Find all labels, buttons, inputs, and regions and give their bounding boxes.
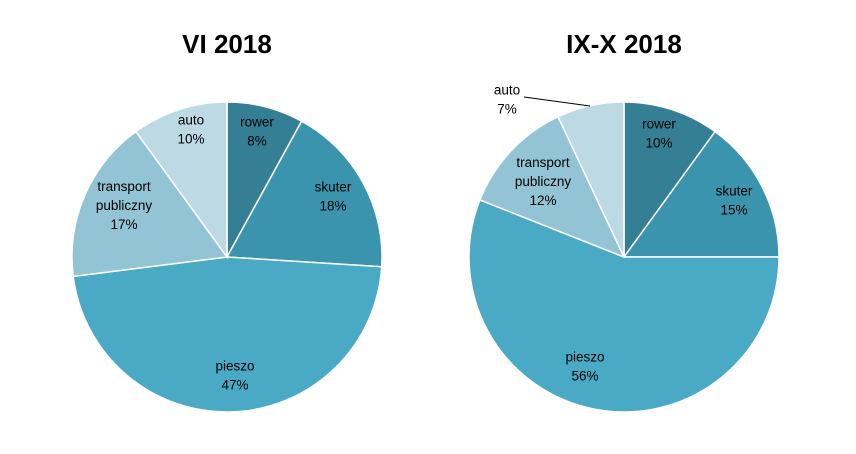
pie-chart-1: VI 2018 rower 8% skuter 18% pieszo 47% transpor… xyxy=(71,29,383,413)
slice-category-label: skuter xyxy=(716,184,753,199)
slice-percent-label: 12% xyxy=(529,193,556,208)
pie-slice-auto xyxy=(557,101,625,258)
slice-label-pieszo: pieszo 56% xyxy=(565,350,604,384)
slice-label-transport-publiczny: transport publiczny 12% xyxy=(515,155,572,208)
slice-category-label: auto xyxy=(494,83,520,98)
leader-line-auto xyxy=(523,96,591,107)
slice-percent-label: 7% xyxy=(497,102,517,117)
slice-category-label: transport xyxy=(97,179,151,194)
slice-label-auto: auto 7% xyxy=(494,83,520,117)
slice-percent-label: 18% xyxy=(319,199,346,214)
pie-slice-skuter xyxy=(622,130,780,258)
pie-slice-auto xyxy=(134,101,228,260)
slice-label-rower: rower 8% xyxy=(240,115,274,149)
pie-chart-2: IX-X 2018 rower 10% skuter 15% pieszo 56% trans… xyxy=(468,29,780,413)
slice-percent-label: 17% xyxy=(110,217,137,232)
chart-title: IX-X 2018 xyxy=(566,29,682,59)
pie-slice-pieszo xyxy=(468,198,780,413)
slice-label-skuter: skuter 15% xyxy=(716,184,753,218)
slice-category-label: rower xyxy=(240,115,274,130)
slice-label-pieszo: pieszo 47% xyxy=(215,359,254,393)
slice-label-rower: rower 10% xyxy=(642,117,676,151)
slice-category-label: rower xyxy=(642,117,676,132)
slice-percent-label: 15% xyxy=(720,203,747,218)
pie-slice-pieszo xyxy=(72,256,383,413)
slice-category-label: pieszo xyxy=(215,359,254,374)
pie-slice-skuter xyxy=(225,120,383,268)
slice-percent-label: 10% xyxy=(645,136,672,151)
slice-label-transport-publiczny: transport publiczny 17% xyxy=(96,179,153,232)
slice-category-label: transport xyxy=(516,155,570,170)
slice-category-label: auto xyxy=(178,113,204,128)
slice-label-auto: auto 10% xyxy=(177,113,204,147)
slice-percent-label: 10% xyxy=(177,132,204,147)
slice-category-label: pieszo xyxy=(565,350,604,365)
chart-title: VI 2018 xyxy=(182,29,272,59)
pie-slice-transport-publiczny xyxy=(478,115,626,259)
slice-percent-label: 47% xyxy=(221,378,248,393)
slice-category-label: publiczny xyxy=(515,174,572,189)
pie-slice-rower xyxy=(623,101,717,260)
slice-label-skuter: skuter 18% xyxy=(315,180,352,214)
slice-percent-label: 56% xyxy=(571,369,598,384)
slice-category-label: publiczny xyxy=(96,198,153,213)
slice-category-label: skuter xyxy=(315,180,352,195)
slice-percent-label: 8% xyxy=(247,134,267,149)
pie-slice-transport-publiczny xyxy=(71,130,229,278)
